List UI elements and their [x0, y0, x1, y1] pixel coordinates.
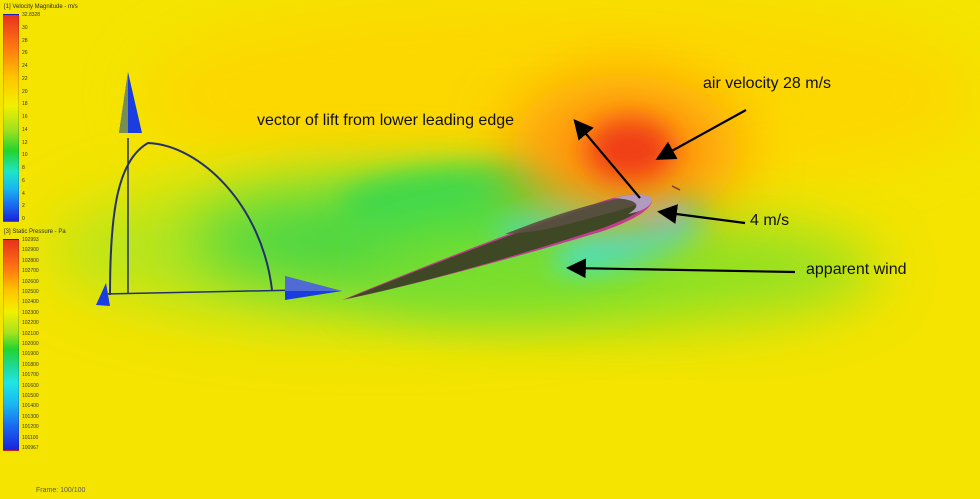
- legend-tick-label: 102000: [22, 341, 39, 347]
- legend-tick-label: 102100: [22, 330, 39, 337]
- small-dash-mark: [671, 185, 681, 191]
- legend-tick-label: 101500: [22, 393, 39, 399]
- legend-tick-label: 102200: [22, 320, 39, 327]
- legend-tick-label: 10: [22, 152, 28, 159]
- legend-tick-label: 101400: [22, 403, 39, 410]
- legend-tick-label: 102300: [22, 309, 39, 316]
- airfoil-upper-surface: [505, 196, 646, 234]
- legend-tick-label: 2: [22, 203, 25, 210]
- legend-tick-label: 102800: [22, 257, 39, 264]
- legend-tick-label: 22: [22, 75, 28, 82]
- legend-tick-label: 16: [22, 114, 28, 120]
- legend-tick-label: 101600: [22, 382, 39, 389]
- legend-tick-label: 12: [22, 139, 28, 146]
- low-speed-arrow: [657, 204, 746, 225]
- legend-tick-label: 101900: [22, 351, 39, 358]
- legend-tick-label: 101100: [22, 434, 39, 441]
- pressure-legend-title: [3] Static Pressure - Pa: [4, 229, 66, 235]
- legend-tick-label: 28: [22, 37, 28, 44]
- horizontal-arrowhead-shade: [285, 276, 342, 291]
- horizontal-axis-line: [103, 289, 301, 295]
- pressure-color-bar: [3, 239, 19, 451]
- legend-tick-label: 101200: [22, 424, 39, 431]
- red-peak-velocity: [585, 118, 675, 182]
- legend-tick-label: 102700: [22, 268, 39, 275]
- legend-tick-label: 0: [22, 216, 25, 222]
- apparent-wind-arrow: [566, 258, 796, 279]
- legend-tick-label: 32.8328: [22, 12, 41, 18]
- legend-tick-label: 102993: [22, 237, 39, 243]
- legend-tick-label: 102400: [22, 299, 39, 306]
- legend-tick-label: 30: [22, 24, 28, 31]
- legend-tick-label: 20: [22, 88, 28, 95]
- velocity-color-bar: [3, 14, 19, 222]
- legend-tick-label: 101300: [22, 413, 39, 420]
- legend-tick-label: 101700: [22, 372, 39, 379]
- origin-blue-arrowhead: [96, 283, 110, 306]
- air-velocity-label: air velocity 28 m/s: [703, 75, 832, 92]
- legend-tick-label: 14: [22, 126, 28, 133]
- legend-tick-label: 4: [22, 190, 25, 197]
- velocity-legend-title: [1] Velocity Magnitude - m/s: [4, 4, 78, 10]
- legend-tick-label: 102500: [22, 289, 39, 295]
- legend-tick-label: 26: [22, 50, 28, 57]
- vector-arc: [109, 141, 273, 296]
- legend-tick-label: 18: [22, 101, 28, 108]
- airfoil-leading-edge: [614, 194, 652, 214]
- vertical-arrowhead-shade: [119, 72, 128, 133]
- legend-tick-label: 101800: [22, 361, 39, 368]
- legend-tick-label: 6: [22, 177, 25, 184]
- legend-tick-label: 8: [22, 165, 25, 171]
- frame-counter: Frame: 100/100: [36, 487, 86, 494]
- legend-tick-label: 24: [22, 63, 28, 69]
- lift-arrow: [573, 118, 641, 199]
- low-speed-label: 4 m/s: [750, 212, 790, 229]
- air-velocity-arrow: [655, 109, 747, 160]
- legend-tick-label: 100967: [22, 445, 39, 451]
- legend-tick-label: 102900: [22, 247, 39, 254]
- lift-vector-label: vector of lift from lower leading edge: [257, 112, 515, 129]
- legend-tick-label: 102600: [22, 278, 39, 285]
- apparent-wind-label: apparent wind: [806, 261, 907, 278]
